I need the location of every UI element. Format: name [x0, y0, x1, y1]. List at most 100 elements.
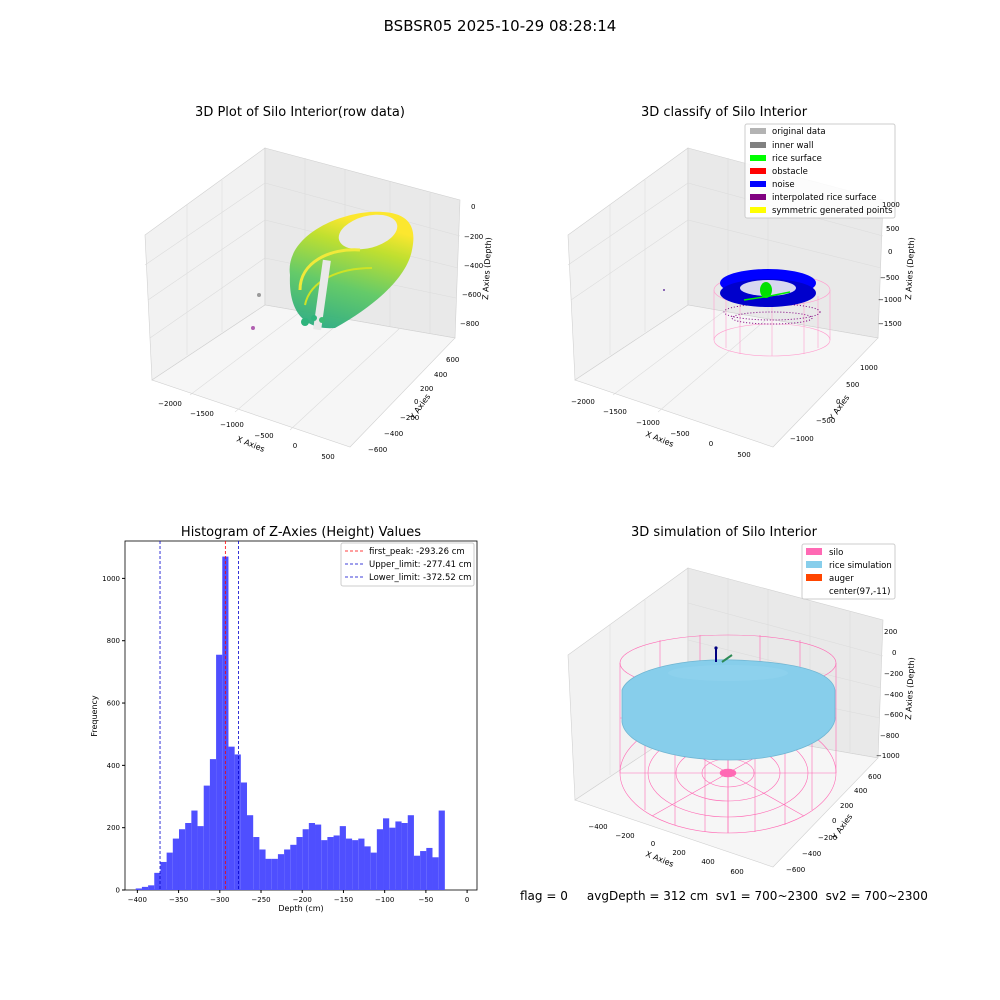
- y-tick: −400: [802, 850, 821, 858]
- histogram-bar: [432, 857, 439, 890]
- x-tick: 500: [321, 453, 334, 461]
- rice-simulation: [621, 659, 836, 761]
- histogram-bar: [315, 824, 322, 890]
- x-tick: 400: [701, 858, 714, 866]
- y-tick: −600: [786, 866, 805, 874]
- pane-floor: [151, 304, 456, 448]
- y-tick: −200: [818, 834, 837, 842]
- legend-label-inner-wall: inner wall: [772, 141, 813, 151]
- x-tick: −1500: [603, 408, 627, 416]
- legend-swatch-rice-surface: [750, 155, 766, 161]
- histogram-bar: [178, 829, 186, 890]
- legend-label-center: center(97,-11): [829, 587, 890, 597]
- y-tick: −500: [816, 417, 835, 425]
- histogram-bar: [209, 759, 217, 890]
- panel-histogram: Histogram of Z-Axies (Height) Values −40…: [90, 525, 478, 913]
- z-tick: −400: [884, 691, 903, 699]
- z-tick: −600: [884, 711, 903, 719]
- x-tick-label: −250: [251, 896, 270, 904]
- x-axis-label: Depth (cm): [278, 904, 323, 913]
- y-axis-label: Y Axies: [408, 392, 433, 422]
- classify-ticks: −2000 −1500 −1000 −500 0 500 −1000 −500 …: [571, 201, 902, 459]
- histogram-bar: [259, 849, 266, 890]
- x-tick-label: −150: [334, 896, 353, 904]
- x-tick: −1000: [220, 421, 244, 429]
- z-tick: −400: [464, 262, 483, 270]
- legend-label-lower: Lower_limit: -372.52 cm: [369, 573, 471, 583]
- x-tick: −2000: [158, 400, 182, 408]
- z-tick: −1500: [878, 320, 902, 328]
- z-tick: 500: [886, 225, 899, 233]
- histogram-vlines: [159, 541, 239, 890]
- histogram-bar: [327, 837, 334, 890]
- histogram-bar: [339, 826, 346, 890]
- z-axis-label: Z Axies (Depth): [904, 657, 916, 720]
- legend-swatch-inner-wall: [750, 142, 766, 148]
- x-tick: −500: [254, 432, 273, 440]
- outlier-pt: [251, 326, 255, 330]
- y-axis-label: Frequency: [90, 695, 99, 737]
- histogram-bar: [290, 844, 297, 890]
- rowdata-ticks: −2000 −1500 −1000 −500 0 500 −600 −400 −…: [158, 203, 483, 461]
- status-footer: flag = 0 avgDepth = 312 cm sv1 = 700~230…: [520, 889, 928, 903]
- panel-simulation: 3D simulation of Silo Interior: [567, 525, 916, 876]
- panel-rowdata-title: 3D Plot of Silo Interior(row data): [195, 105, 405, 120]
- histogram-bar: [216, 654, 223, 890]
- x-tick: 500: [737, 451, 750, 459]
- histogram-y-ticks: 0 200 400 600 800 1000: [102, 575, 125, 895]
- y-tick: 0: [832, 817, 836, 825]
- legend-swatch-silo: [806, 548, 822, 555]
- histogram-bar: [135, 888, 142, 890]
- simulation-ticks: −400 −200 0 200 400 600 −600 −400 −200 0…: [588, 628, 903, 876]
- histogram-bar: [271, 858, 278, 890]
- x-tick: −2000: [571, 398, 595, 406]
- y-tick: 600: [868, 773, 881, 781]
- y-tick: 400: [434, 371, 447, 379]
- legend-swatch-rice-sim: [806, 561, 822, 568]
- histogram-x-ticks: −400 −350 −300 −250 −200 −150 −100 −50 0: [128, 890, 469, 904]
- y-tick: 1000: [860, 364, 878, 372]
- histogram-bar: [358, 838, 365, 890]
- histogram-bar: [234, 754, 241, 890]
- auger-marker: [714, 646, 733, 663]
- histogram-bar: [296, 837, 303, 890]
- histogram-bar: [395, 821, 402, 890]
- ring-gap: [313, 259, 331, 331]
- y-tick: 200: [840, 802, 853, 810]
- histogram-bar: [321, 840, 328, 890]
- z-tick: −200: [884, 670, 903, 678]
- y-tick-label: 600: [107, 700, 120, 708]
- x-tick: 0: [293, 442, 297, 450]
- z-tick: −600: [462, 291, 481, 299]
- panel-rowdata: 3D Plot of Silo Interior(row data): [144, 105, 493, 461]
- scatter-pt: [319, 317, 325, 323]
- legend-label-rice-surface: rice surface: [772, 154, 822, 164]
- histogram-bar: [203, 785, 210, 890]
- histogram-bar: [277, 854, 285, 890]
- x-tick: −1500: [190, 410, 214, 418]
- interp-surface: [723, 303, 821, 325]
- x-tick-label: 0: [465, 896, 469, 904]
- y-tick: 0: [414, 398, 418, 406]
- legend-swatch-original: [750, 128, 766, 134]
- y-tick-label: 400: [107, 762, 120, 770]
- z-tick: 1000: [882, 201, 900, 209]
- x-tick-label: −100: [375, 896, 394, 904]
- legend-label-obstacle: obstacle: [772, 167, 808, 177]
- y-tick-label: 1000: [102, 575, 120, 583]
- histogram-bar: [345, 838, 353, 890]
- histogram-title: Histogram of Z-Axies (Height) Values: [181, 525, 421, 540]
- y-tick: 200: [420, 385, 433, 393]
- scatter-pt: [311, 315, 317, 321]
- z-tick: −800: [460, 320, 479, 328]
- y-tick: 400: [854, 787, 867, 795]
- x-tick: 600: [730, 868, 743, 876]
- histogram-bar: [389, 827, 396, 890]
- pane-floor: [574, 304, 879, 448]
- histogram-bar: [376, 829, 384, 890]
- panel-classify: 3D classify of Silo Interior: [567, 105, 916, 459]
- legend-frame: [801, 543, 896, 600]
- histogram-bar: [333, 835, 340, 890]
- legend-label-rice-sim: rice simulation: [829, 561, 892, 571]
- legend-label-original: original data: [772, 127, 826, 137]
